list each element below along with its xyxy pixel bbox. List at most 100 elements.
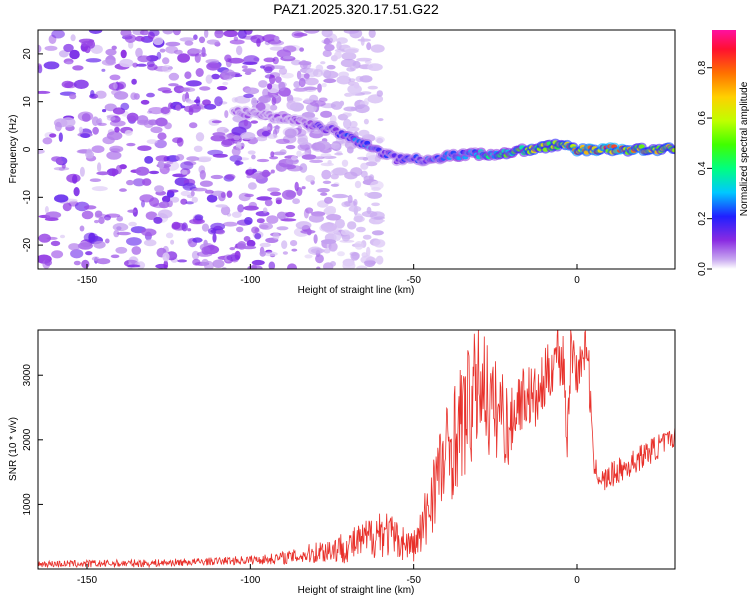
- noise-blob: [162, 195, 171, 203]
- noise-blob: [152, 36, 164, 46]
- noise-blob: [336, 75, 352, 85]
- noise-blob: [149, 30, 160, 37]
- noise-blob: [79, 166, 85, 177]
- noise-blob: [79, 225, 85, 232]
- noise-blob: [188, 108, 194, 116]
- noise-blob: [367, 85, 378, 90]
- noise-blob: [276, 226, 289, 231]
- noise-blob: [240, 132, 256, 140]
- noise-blob: [192, 258, 201, 266]
- noise-blob: [280, 218, 297, 222]
- noise-blob: [60, 117, 76, 128]
- noise-blob: [336, 37, 348, 44]
- noise-blob: [264, 199, 273, 207]
- noise-blob: [347, 112, 352, 117]
- noise-blob: [196, 251, 213, 257]
- noise-blob: [229, 155, 243, 162]
- noise-blob: [335, 144, 341, 151]
- noise-blob: [234, 161, 244, 165]
- noise-blob: [156, 51, 162, 60]
- noise-blob: [203, 239, 208, 247]
- noise-blob: [356, 57, 372, 62]
- noise-blob: [78, 126, 83, 134]
- noise-blob: [128, 41, 134, 49]
- noise-blob: [243, 119, 249, 127]
- noise-blob: [113, 91, 129, 100]
- noise-blob: [328, 242, 338, 252]
- noise-blob: [116, 217, 123, 221]
- noise-blob: [244, 217, 253, 225]
- noise-blob: [332, 140, 347, 144]
- noise-blob: [180, 198, 188, 205]
- x-tick-label: 0: [574, 575, 580, 586]
- noise-blob: [81, 113, 91, 122]
- noise-blob: [350, 106, 356, 111]
- noise-blob: [334, 51, 342, 59]
- noise-blob: [255, 102, 266, 112]
- noise-blob: [251, 226, 260, 234]
- noise-blob: [38, 44, 42, 53]
- noise-blob: [113, 82, 118, 90]
- noise-blob: [102, 109, 107, 113]
- noise-blob: [191, 250, 200, 260]
- noise-blob: [272, 232, 280, 240]
- noise-blob: [45, 211, 62, 219]
- noise-blob: [373, 216, 386, 220]
- noise-blob: [195, 132, 205, 142]
- noise-blob: [228, 57, 244, 64]
- spectrogram-x-ticks: -150 -100 -50 0: [77, 264, 580, 286]
- noise-blob: [220, 205, 231, 216]
- noise-blob: [131, 78, 137, 85]
- noise-blob: [93, 240, 106, 249]
- noise-blob: [354, 180, 362, 189]
- noise-blob: [299, 47, 304, 52]
- y-tick-label: -20: [22, 237, 33, 252]
- noise-blob: [263, 57, 276, 63]
- noise-blob: [162, 252, 170, 262]
- noise-blob: [231, 147, 241, 156]
- chart-title: PAZ1.2025.320.17.51.G22: [273, 1, 439, 17]
- colorbar-ticks: 0.0 0.2 0.4 0.6 0.8: [697, 60, 712, 276]
- noise-blob: [109, 120, 126, 127]
- noise-blob: [371, 202, 380, 207]
- snr-panel: -150 -100 -50 0 1000 2000 3000 Height of stra…: [8, 329, 676, 596]
- noise-blob: [375, 255, 384, 265]
- noise-blob: [38, 63, 42, 70]
- noise-blob: [223, 221, 238, 227]
- noise-blob: [120, 30, 132, 37]
- noise-blob: [109, 145, 124, 153]
- noise-blob: [364, 192, 369, 197]
- noise-blob: [365, 151, 377, 160]
- spectrogram-y-label: Frequency (Hz): [8, 115, 19, 184]
- noise-blob: [172, 30, 181, 36]
- noise-blob: [184, 71, 192, 79]
- noise-blob: [38, 149, 45, 154]
- noise-blob: [270, 191, 282, 196]
- noise-blob: [143, 239, 157, 247]
- noise-blob: [308, 214, 324, 223]
- noise-blob: [197, 156, 212, 161]
- noise-blob: [61, 80, 74, 89]
- noise-blob: [310, 248, 325, 254]
- noise-blob: [193, 34, 198, 40]
- noise-blob: [297, 143, 310, 151]
- noise-blob: [85, 58, 102, 63]
- noise-blob: [206, 39, 220, 45]
- noise-blob: [72, 65, 84, 71]
- noise-blob: [304, 98, 314, 103]
- noise-blob: [340, 229, 350, 236]
- noise-blob: [320, 61, 326, 65]
- noise-blob: [237, 204, 245, 213]
- noise-blob: [187, 228, 192, 232]
- noise-blob: [251, 259, 265, 266]
- snr-series-line: [38, 330, 675, 569]
- noise-blob: [224, 54, 232, 63]
- noise-blob: [210, 135, 226, 142]
- noise-blob: [255, 211, 270, 217]
- noise-blob: [211, 73, 221, 80]
- noise-blob: [245, 169, 255, 175]
- noise-blob: [299, 163, 308, 173]
- noise-blob: [251, 264, 257, 269]
- noise-blob: [172, 137, 183, 144]
- noise-blob: [189, 48, 203, 54]
